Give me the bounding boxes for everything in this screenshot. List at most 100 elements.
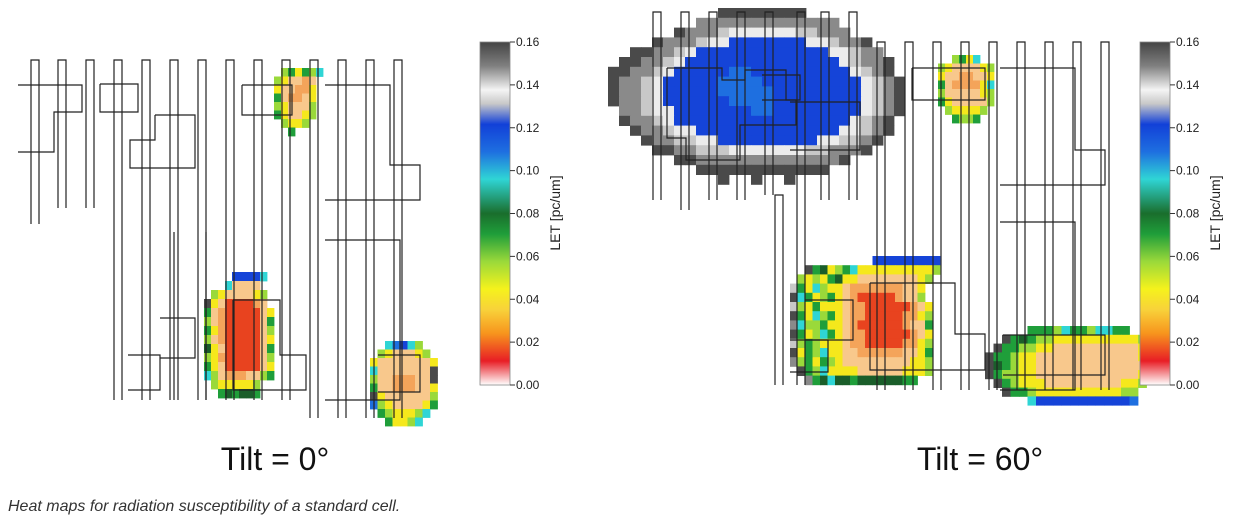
heat-cell bbox=[817, 125, 829, 136]
heat-cell bbox=[945, 72, 953, 81]
heat-cell bbox=[773, 145, 785, 156]
heat-cell bbox=[762, 106, 774, 117]
heat-cell bbox=[232, 344, 240, 354]
heat-cell bbox=[267, 362, 275, 372]
layout-polygon bbox=[736, 11, 746, 200]
heat-cell bbox=[784, 57, 796, 68]
heat-cell bbox=[842, 329, 851, 340]
heat-cell bbox=[718, 86, 730, 97]
colorbar: 0.00 0.02 0.04 0.06 0.08 0.10 0.12 0.14 0.16 LET… bbox=[479, 35, 563, 392]
heat-cell bbox=[784, 8, 796, 19]
layout-polygon bbox=[18, 84, 83, 153]
heat-cell bbox=[232, 281, 240, 291]
heat-cell bbox=[619, 115, 631, 126]
heat-cell bbox=[1070, 387, 1079, 397]
heat-cell bbox=[652, 66, 664, 77]
heat-cell bbox=[232, 353, 240, 363]
heat-cell bbox=[1036, 326, 1045, 336]
heat-cell bbox=[842, 265, 851, 275]
heat-cell bbox=[959, 72, 967, 81]
heat-cell bbox=[204, 353, 212, 363]
heat-cell bbox=[828, 135, 840, 146]
heat-cell bbox=[751, 164, 763, 175]
heat-cell bbox=[281, 68, 289, 77]
colorbar-tick-label: 0.02 bbox=[516, 335, 540, 349]
heat-cell bbox=[204, 335, 212, 345]
heat-cell bbox=[232, 317, 240, 327]
heat-cell bbox=[232, 272, 240, 282]
heat-cell bbox=[857, 329, 866, 340]
heat-cell bbox=[619, 76, 631, 87]
heat-cell bbox=[1010, 343, 1020, 353]
heat-cell bbox=[1129, 343, 1139, 353]
heat-cell bbox=[729, 164, 741, 175]
heat-cell bbox=[1010, 334, 1020, 344]
heat-cell bbox=[663, 125, 675, 136]
heat-cell bbox=[902, 311, 911, 321]
heat-cell bbox=[895, 357, 903, 367]
heat-cell bbox=[246, 344, 254, 354]
heat-cell bbox=[295, 85, 303, 94]
heat-cell bbox=[239, 308, 247, 318]
heat-cell bbox=[880, 311, 888, 321]
heat-cell bbox=[880, 366, 888, 376]
heat-cell bbox=[790, 292, 798, 303]
heat-cell bbox=[246, 371, 254, 381]
heat-cell bbox=[795, 135, 807, 146]
layout-polygon bbox=[764, 11, 774, 195]
heat-cell bbox=[1129, 370, 1139, 380]
heat-cell bbox=[827, 274, 836, 284]
heat-cell bbox=[1095, 343, 1105, 353]
heat-cell bbox=[1036, 396, 1045, 406]
heat-cell bbox=[619, 66, 631, 77]
heat-cell bbox=[1121, 378, 1130, 388]
heat-cell bbox=[857, 274, 866, 284]
colorbar-tick-label: 0.02 bbox=[1176, 335, 1200, 349]
layout-polygon bbox=[129, 114, 196, 169]
heat-cell bbox=[952, 72, 960, 81]
heat-cell bbox=[267, 326, 275, 336]
heat-cell bbox=[211, 299, 219, 309]
heat-cell bbox=[784, 145, 796, 156]
heat-cell bbox=[385, 392, 393, 401]
heat-cell bbox=[685, 27, 697, 38]
heat-cell bbox=[959, 106, 967, 115]
heat-cell bbox=[1129, 378, 1139, 388]
heat-cell bbox=[850, 125, 862, 136]
heat-cell bbox=[762, 164, 774, 175]
heat-cell bbox=[959, 114, 967, 124]
heat-cell bbox=[253, 281, 261, 291]
heat-cell bbox=[973, 89, 981, 98]
heat-cell bbox=[1104, 387, 1113, 397]
heat-cell bbox=[751, 17, 763, 28]
heat-cell bbox=[839, 106, 851, 117]
heat-cell bbox=[806, 86, 818, 97]
heat-cell bbox=[827, 348, 836, 358]
heat-cell bbox=[630, 115, 642, 126]
heat-cell bbox=[1027, 334, 1037, 344]
heat-cell bbox=[718, 27, 730, 38]
heat-cell bbox=[1027, 387, 1037, 397]
heat-cell bbox=[260, 317, 268, 327]
heat-cell bbox=[773, 125, 785, 136]
heat-cell bbox=[707, 125, 719, 136]
heat-cell bbox=[817, 106, 829, 117]
colorbar-tick-label: 0.06 bbox=[516, 249, 540, 263]
heat-cell bbox=[211, 353, 219, 363]
heat-cell bbox=[685, 66, 697, 77]
heat-cell bbox=[835, 283, 843, 294]
heat-cell bbox=[850, 283, 858, 294]
heat-cell bbox=[685, 76, 697, 87]
heat-cell bbox=[225, 299, 233, 309]
heat-cell bbox=[850, 302, 858, 312]
heat-cell bbox=[407, 375, 416, 384]
heat-cell bbox=[1061, 334, 1071, 344]
heat-cell bbox=[751, 125, 763, 136]
heat-cell bbox=[938, 72, 946, 81]
heat-cell bbox=[1121, 396, 1130, 406]
layout-polygon bbox=[30, 59, 40, 224]
heat-cell bbox=[239, 353, 247, 363]
heat-cell bbox=[225, 362, 233, 372]
heat-cell bbox=[865, 274, 873, 284]
heat-cell bbox=[751, 66, 763, 77]
